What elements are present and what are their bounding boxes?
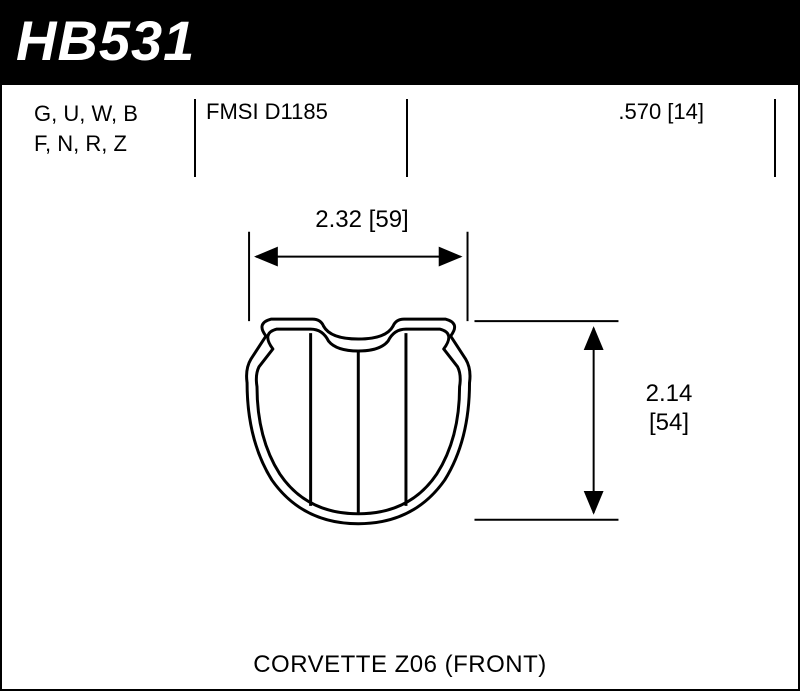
header-bar: HB531 bbox=[2, 2, 798, 85]
width-inches: 2.32 bbox=[315, 206, 362, 233]
compound-codes: G, U, W, B F, N, R, Z bbox=[24, 99, 194, 158]
vehicle-label: CORVETTE Z06 (FRONT) bbox=[2, 651, 798, 679]
compound-codes-line2: F, N, R, Z bbox=[34, 129, 184, 159]
thickness-value: .570 [14] bbox=[408, 99, 774, 125]
height-inches: 2.14 bbox=[624, 380, 714, 409]
diagram-area: 2.32 [59] 2.14 [54] bbox=[2, 202, 798, 629]
height-mm: [54] bbox=[624, 409, 714, 438]
fmsi-code: FMSI D1185 bbox=[196, 99, 406, 125]
width-dimension: 2.32 [59] bbox=[292, 206, 432, 235]
compound-codes-line1: G, U, W, B bbox=[34, 99, 184, 129]
part-number: HB531 bbox=[16, 8, 784, 73]
width-mm: [59] bbox=[369, 206, 409, 233]
divider bbox=[774, 99, 776, 177]
info-row: G, U, W, B F, N, R, Z FMSI D1185 .570 [1… bbox=[2, 85, 798, 177]
height-dimension: 2.14 [54] bbox=[624, 380, 714, 438]
